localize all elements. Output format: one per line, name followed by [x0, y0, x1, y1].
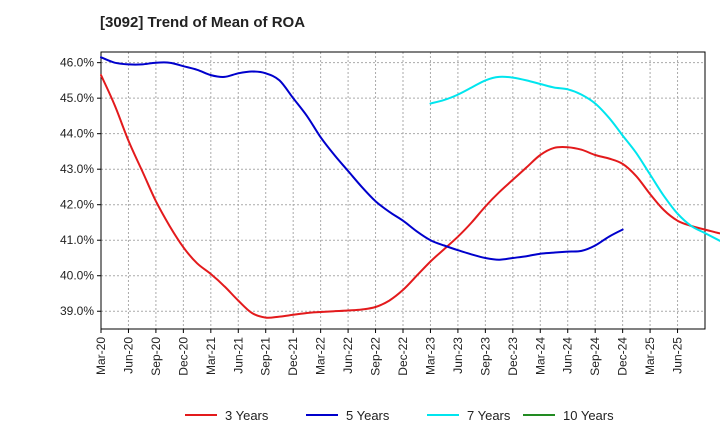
y-tick-label: 44.0% — [60, 127, 94, 141]
x-tick-label: Mar-22 — [314, 337, 328, 375]
x-tick-label: Sep-24 — [588, 337, 602, 376]
x-tick-label: Sep-23 — [478, 337, 492, 376]
x-tick-label: Sep-22 — [369, 337, 383, 376]
x-tick-label: Mar-21 — [204, 337, 218, 375]
series-line-7-years — [429, 75, 720, 243]
y-tick-label: 43.0% — [60, 162, 94, 176]
x-tick-label: Sep-20 — [149, 337, 163, 376]
y-tick-label: 39.0% — [60, 304, 94, 318]
x-tick-label: Jun-20 — [121, 337, 135, 374]
x-tick-label: Jun-22 — [341, 337, 355, 374]
x-tick-label: Jun-21 — [231, 337, 245, 374]
y-tick-label: 40.0% — [60, 269, 94, 283]
x-tick-label: Sep-21 — [259, 337, 273, 376]
x-tick-label: Mar-23 — [423, 337, 437, 375]
x-tick-label: Jun-25 — [671, 337, 685, 374]
x-axis: Mar-20 Jun-20 Sep-20 Dec-20 Mar-21 Jun-21 Sep-… — [94, 329, 685, 376]
chart-title: [3092] Trend of Mean of ROA — [100, 14, 306, 31]
grid-lines — [101, 52, 705, 329]
series-line-3-years — [100, 74, 720, 319]
x-tick-label: Jun-23 — [451, 337, 465, 374]
y-axis: 39.0% 40.0% 41.0% 42.0% 43.0% 44.0% 45.0% 46.0% — [60, 56, 101, 318]
x-tick-label: Dec-23 — [506, 337, 520, 376]
x-tick-label: Jun-24 — [561, 337, 575, 374]
legend-label: 10 Years — [563, 408, 614, 423]
legend-label: 5 Years — [346, 408, 390, 423]
legend-label: 7 Years — [467, 408, 511, 423]
y-tick-label: 46.0% — [60, 56, 94, 70]
y-tick-label: 45.0% — [60, 91, 94, 105]
x-tick-label: Mar-20 — [94, 337, 108, 375]
x-tick-label: Dec-24 — [616, 337, 630, 376]
x-tick-label: Dec-21 — [286, 337, 300, 376]
series-line-5-years — [100, 56, 624, 261]
y-tick-label: 42.0% — [60, 198, 94, 212]
series-lines — [100, 56, 720, 319]
legend: 3 Years 5 Years 7 Years 10 Years — [185, 408, 614, 423]
x-tick-label: Mar-25 — [643, 337, 657, 375]
y-tick-label: 41.0% — [60, 233, 94, 247]
x-tick-label: Dec-22 — [396, 337, 410, 376]
x-tick-label: Mar-24 — [533, 337, 547, 375]
x-tick-label: Dec-20 — [176, 337, 190, 376]
legend-label: 3 Years — [225, 408, 269, 423]
